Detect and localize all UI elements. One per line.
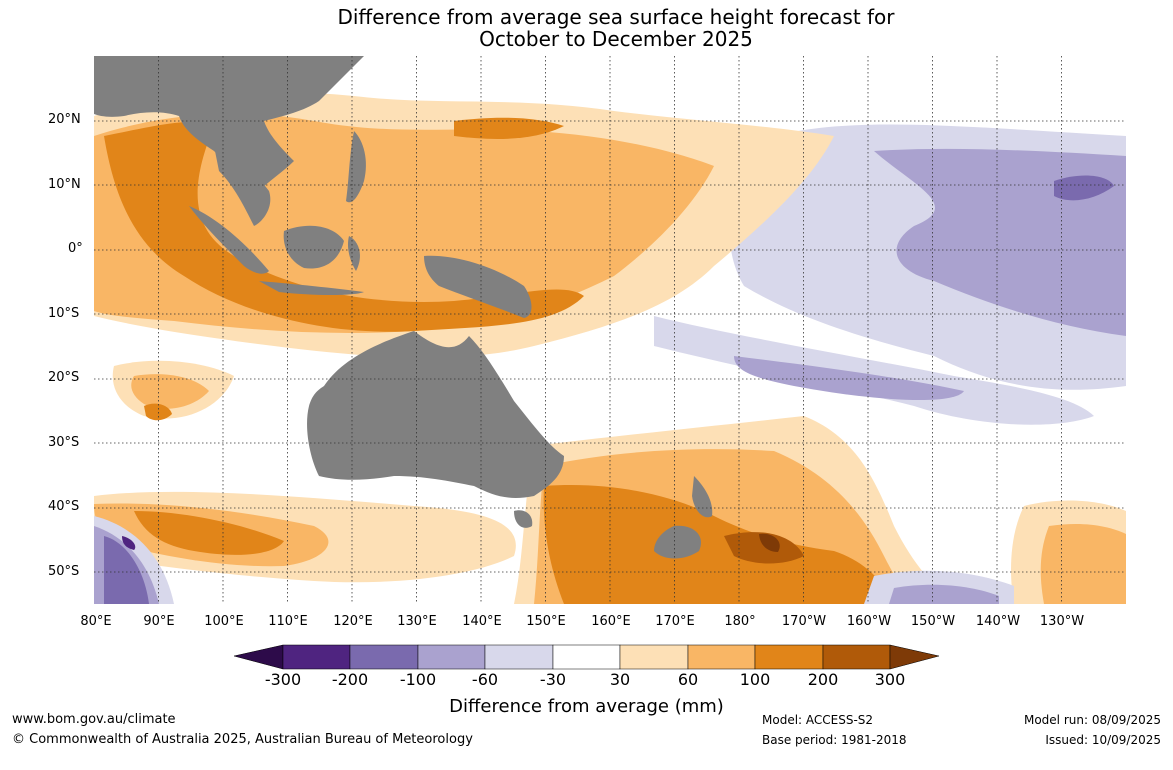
lon-label: 130°E <box>397 614 437 629</box>
lon-label: 170°W <box>781 614 827 629</box>
lat-label: 0° <box>68 241 83 256</box>
colorbar-tick: -300 <box>264 670 302 689</box>
sumatra-land <box>189 206 269 274</box>
lon-label: 80°E <box>80 614 112 629</box>
lon-label: 160°W <box>846 614 892 629</box>
colorbar-extend-high <box>889 644 940 670</box>
map-title-line1: Difference from average sea surface heig… <box>337 5 895 29</box>
lon-label: 160°E <box>591 614 631 629</box>
lon-label: 170°E <box>655 614 695 629</box>
lat-label: 30°S <box>48 435 80 450</box>
colorbar-swatch <box>349 644 419 670</box>
indochina-land <box>214 146 271 226</box>
java-land <box>259 281 364 295</box>
asia-land <box>94 56 364 191</box>
colorbar-swatch <box>282 644 351 670</box>
lon-label: 110°E <box>268 614 308 629</box>
colorbar-swatch <box>484 644 554 670</box>
colorbar-title: Difference from average (mm) <box>449 696 724 717</box>
colorbar-swatch <box>619 644 689 670</box>
base-period: Base period: 1981-2018 <box>762 733 907 747</box>
model-name: Model: ACCESS-S2 <box>762 713 874 727</box>
lon-label: 180° <box>724 614 756 629</box>
colorbar-swatch <box>754 644 824 670</box>
colorbar-swatch <box>687 644 756 670</box>
colorbar-tick: 60 <box>677 670 699 689</box>
australia-land <box>307 331 564 498</box>
copyright-text: © Commonwealth of Australia 2025, Austra… <box>12 732 473 747</box>
colorbar-tick: -200 <box>331 670 369 689</box>
lon-label: 140°W <box>975 614 1021 629</box>
lat-label: 20°N <box>48 112 81 127</box>
colorbar-swatch <box>822 644 891 670</box>
colorbar-swatch <box>552 644 621 670</box>
new-zealand-north-land <box>692 476 713 518</box>
philippines-land <box>346 131 366 203</box>
lat-label: 10°N <box>48 177 81 192</box>
colorbar-tick: 100 <box>739 670 771 689</box>
borneo-land <box>283 225 344 269</box>
tasmania-land <box>514 510 533 528</box>
lon-label: 130°W <box>1039 614 1085 629</box>
colorbar-tick: 30 <box>609 670 631 689</box>
colorbar <box>234 644 940 670</box>
colorbar-swatch <box>417 644 486 670</box>
colorbar-tick: -30 <box>539 670 567 689</box>
lon-label: 140°E <box>462 614 502 629</box>
website-link[interactable]: www.bom.gov.au/climate <box>12 712 176 727</box>
colorbar-tick: 200 <box>807 670 839 689</box>
issued-date: Issued: 10/09/2025 <box>1045 733 1161 747</box>
map-gridlines <box>94 56 1126 604</box>
land-masses <box>94 56 713 559</box>
colorbar-tick: 300 <box>874 670 906 689</box>
model-run-date: Model run: 08/09/2025 <box>1023 713 1161 727</box>
lon-label: 150°E <box>526 614 566 629</box>
lat-label: 10°S <box>48 306 80 321</box>
map-title-line2: October to December 2025 <box>479 27 753 51</box>
lon-label: 150°W <box>910 614 956 629</box>
colorbar-tick: -60 <box>471 670 499 689</box>
sea-surface-height-map <box>94 56 1126 604</box>
lon-label: 90°E <box>143 614 175 629</box>
lon-label: 120°E <box>333 614 373 629</box>
sulawesi-land <box>347 236 360 271</box>
colorbar-tick: -100 <box>399 670 437 689</box>
lat-label: 50°S <box>48 564 80 579</box>
lat-label: 20°S <box>48 370 80 385</box>
lon-label: 100°E <box>204 614 244 629</box>
new-zealand-south-land <box>654 525 702 559</box>
new-guinea-land <box>424 255 532 318</box>
colorbar-extend-low <box>234 644 284 670</box>
lat-label: 40°S <box>48 499 80 514</box>
